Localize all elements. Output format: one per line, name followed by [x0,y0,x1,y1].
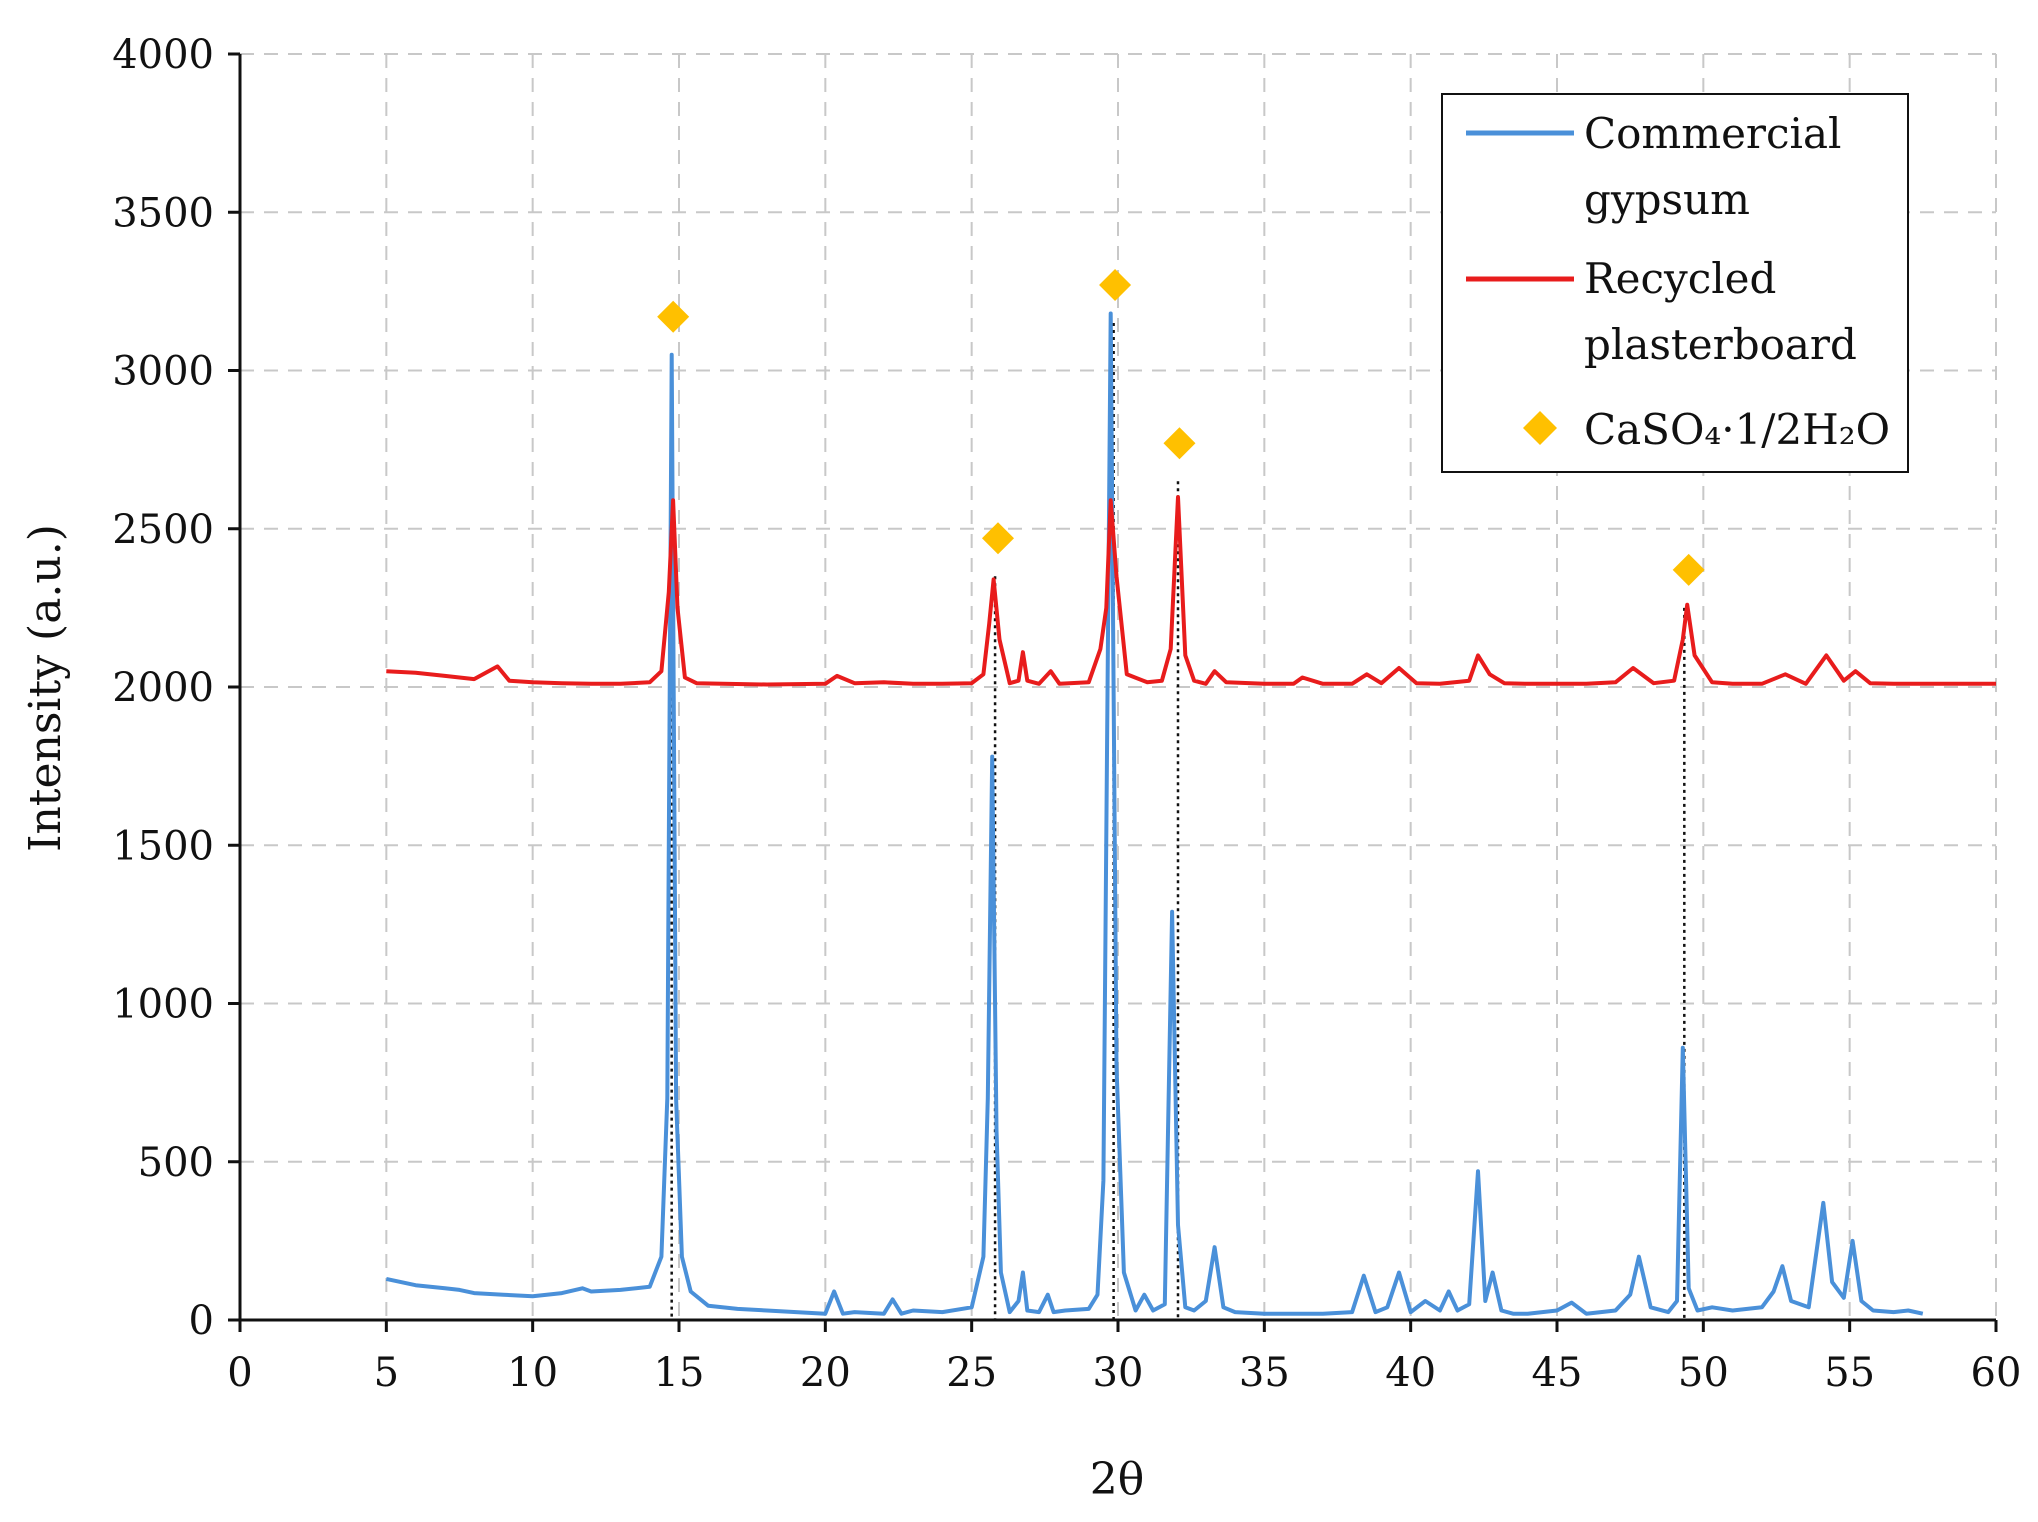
peak-marker-2 [1099,269,1132,302]
x-tick-label-15: 15 [654,1350,705,1396]
axes [228,52,1998,1332]
x-tick-label-60: 60 [1971,1350,2022,1396]
y-axis-title: Intensity (a.u.) [20,524,71,852]
x-tick-label-30: 30 [1093,1350,1144,1396]
legend-box [1441,93,1909,473]
x-tick-label-35: 35 [1239,1350,1290,1396]
x-tick-label-40: 40 [1385,1350,1436,1396]
x-tick-label-50: 50 [1678,1350,1729,1396]
x-tick-label-45: 45 [1532,1350,1583,1396]
legend: Commercial gypsum Recycled plasterboard Ca… [1441,93,1909,473]
series-line-recycled-plasterboard [386,495,1996,687]
series-line-commercial-gypsum [385,311,1924,1316]
legend-label-caso4-hemihydrate: CaSO₄·1/2H₂O [1584,405,1890,454]
peak-markers [657,269,1705,586]
legend-swatch-diamond-marker [1523,411,1557,445]
legend-label-commercial-gypsum: Commercial gypsum [1584,109,1841,224]
peak-marker-4 [1672,553,1705,586]
legend-label-recycled-plasterboard: Recycled plasterboard [1584,254,1857,369]
legend-label-line: gypsum [1584,175,1750,224]
y-tick-label-3000: 3000 [112,349,214,395]
y-tick-label-1000: 1000 [112,982,214,1028]
x-tick-label-25: 25 [946,1350,997,1396]
y-tick-label-2500: 2500 [112,507,214,553]
y-tick-label-4000: 4000 [112,32,214,78]
x-axis-title: 2θ [1090,1454,1144,1505]
peak-marker-0 [657,300,690,333]
legend-label-line: plasterboard [1584,320,1857,369]
legend-label-line: Recycled [1584,254,1776,303]
legend-label-line: Commercial [1584,109,1841,158]
x-tick-label-20: 20 [800,1350,851,1396]
tick-labels: 0 5 10 15 20 25 30 35 40 45 50 55 60 0 500 1000 1500 2000… [112,32,2021,1396]
x-tick-label-0: 0 [227,1350,252,1396]
y-tick-label-500: 500 [138,1140,214,1186]
series-lines [385,311,1996,1316]
x-tick-label-55: 55 [1824,1350,1875,1396]
x-tick-label-5: 5 [374,1350,399,1396]
y-tick-label-3500: 3500 [112,190,214,236]
y-tick-label-1500: 1500 [112,823,214,869]
peak-marker-1 [982,522,1015,555]
y-tick-label-0: 0 [189,1298,214,1344]
peak-marker-3 [1163,427,1196,460]
x-tick-label-10: 10 [507,1350,558,1396]
y-tick-label-2000: 2000 [112,665,214,711]
